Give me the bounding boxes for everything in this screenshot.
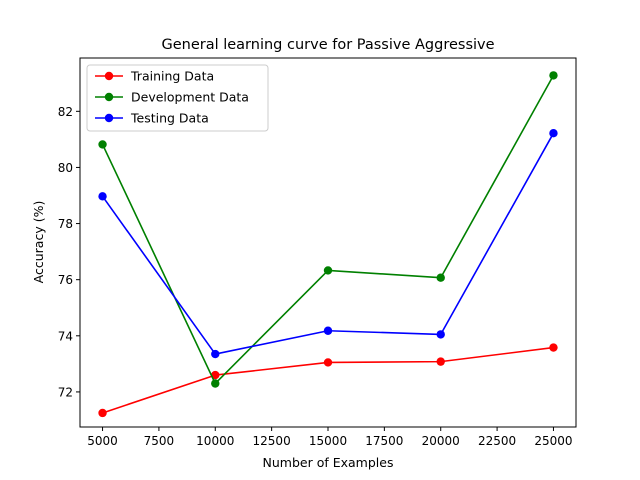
- y-tick-label: 72: [58, 385, 73, 399]
- plot-frame: [79, 57, 577, 428]
- y-tick-label: 76: [58, 273, 73, 287]
- testing-data-point: [98, 192, 107, 201]
- legend-label: Testing Data: [130, 111, 209, 126]
- x-tick-label: 5000: [87, 434, 118, 448]
- plot-series: [98, 71, 558, 418]
- y-tick-label: 78: [58, 217, 73, 231]
- testing-data-point: [323, 326, 333, 335]
- chart-title: General learning curve for Passive Aggre…: [161, 37, 494, 53]
- y-tick-label: 74: [58, 329, 73, 343]
- legend-item-development-data: Development Data: [95, 90, 249, 105]
- x-tick-label: 22500: [478, 434, 516, 448]
- legend-item-testing-data: Testing Data: [95, 111, 209, 126]
- x-tick-label: 10000: [196, 434, 234, 448]
- legend-label: Training Data: [130, 69, 214, 84]
- x-tick-label: 25000: [534, 434, 572, 448]
- testing-data-point: [436, 330, 445, 339]
- development-data-point: [549, 71, 558, 80]
- training-data-point: [323, 358, 333, 367]
- training-data-point: [436, 357, 445, 366]
- x-tick-label: 20000: [422, 434, 460, 448]
- legend-item-training-data: Training Data: [95, 69, 214, 84]
- y-axis: 72 74 76 78 80 82: [58, 105, 80, 399]
- testing-data-point: [211, 349, 220, 359]
- x-axis-label: Number of Examples: [263, 455, 394, 470]
- legend-box: [86, 64, 269, 132]
- development-data-point: [323, 266, 333, 275]
- training-data-point: [549, 343, 558, 352]
- x-tick-label: 7500: [144, 434, 175, 448]
- x-tick-label: 12500: [253, 434, 291, 448]
- development-data-point: [436, 273, 445, 282]
- legend: Training Data Development Data Testing Dat…: [86, 64, 269, 132]
- y-axis-label: Accuracy (%): [31, 201, 46, 284]
- y-tick-label: 82: [58, 105, 73, 119]
- development-data-point: [211, 379, 220, 388]
- legend-swatch-marker: [104, 92, 114, 102]
- series-development-data: [98, 71, 558, 388]
- testing-data-point: [549, 129, 558, 138]
- x-tick-label: 15000: [309, 434, 347, 448]
- legend-label: Development Data: [131, 90, 249, 105]
- x-tick-label: 17500: [365, 434, 403, 448]
- development-data-point: [98, 140, 107, 149]
- y-tick-label: 80: [58, 161, 73, 175]
- legend-swatch-marker: [104, 113, 114, 123]
- legend-swatch-marker: [104, 71, 114, 81]
- x-axis: 5000 7500 10000 12500 15000 17500 20000 22500 25…: [87, 427, 573, 448]
- series-testing-data: [98, 129, 558, 359]
- training-data-point: [98, 408, 107, 418]
